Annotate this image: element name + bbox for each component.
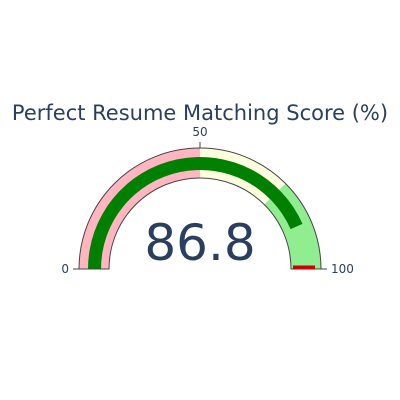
gauge-value-bar bbox=[88, 157, 303, 269]
gauge-bar-group bbox=[88, 157, 303, 269]
gauge-outline bbox=[78, 147, 322, 270]
gauge-tick-label-0: 0 bbox=[61, 262, 69, 276]
gauge-tick-label-1: 50 bbox=[192, 125, 207, 139]
gauge-tick-label-2: 100 bbox=[331, 262, 354, 276]
gauge-step-0 bbox=[79, 148, 200, 269]
gauge-ticks: 0 50 100 bbox=[61, 125, 354, 276]
gauge-border bbox=[78, 147, 322, 270]
chart-title: Perfect Resume Matching Score (%) bbox=[12, 101, 388, 125]
gauge-value-readout: 86.8 bbox=[144, 214, 255, 272]
